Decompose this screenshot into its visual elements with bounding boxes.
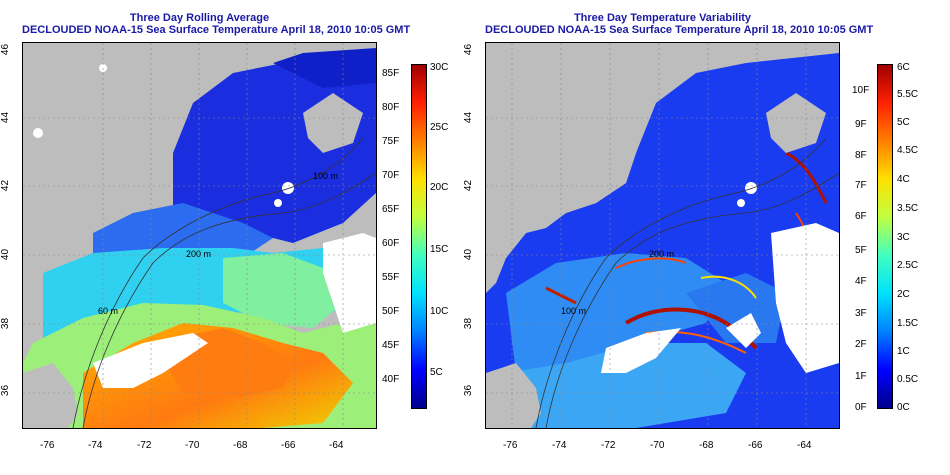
lat-tick: 42 [0,179,12,192]
colorbar-label: 9F [855,119,867,130]
lat-tick: 38 [463,317,475,330]
contour-label-200m: 200 m [186,249,212,259]
colorbar-label: 0.5C [897,374,919,385]
colorbar-label: 15C [430,244,449,255]
sst-variability-map[interactable]: 200 m 100 m [485,42,840,429]
lat-tick: 36 [0,384,12,397]
colorbar-label: 20C [430,182,449,193]
lat-tick: 46 [0,43,12,56]
colorbar-label: 45F [382,340,400,351]
colorbar-label: 80F [382,102,400,113]
lat-tick: 42 [463,179,475,192]
colorbar-label: 70F [382,170,400,181]
colorbar-label: 5C [430,367,443,378]
colorbar-label: 6F [855,211,867,222]
colorbar-label: 3F [855,308,867,319]
colorbar-label: 40F [382,374,400,385]
contour-label-200m: 200 m [649,249,675,259]
colorbar-label: 4.5C [897,145,919,156]
left-map-subtitle: DECLOUDED NOAA-15 Sea Surface Temperatur… [22,24,411,36]
colorbar-label: 7F [855,180,867,191]
colorbar-label: 3.5C [897,203,919,214]
lon-tick: -64 [797,440,812,451]
lon-tick: -68 [699,440,714,451]
sst-average-map-image [23,43,376,428]
sst-variability-map-image [486,43,839,428]
lon-tick: -64 [329,440,344,451]
colorbar-label: 5F [855,245,867,256]
colorbar-label: 10C [430,306,449,317]
lon-tick: -66 [748,440,763,451]
colorbar-label: 25C [430,122,449,133]
lat-tick: 38 [0,317,12,330]
colorbar-label: 1F [855,371,867,382]
lat-tick: 44 [463,111,475,124]
lat-tick: 40 [0,248,12,261]
colorbar-label: 1.5C [897,318,919,329]
lat-tick: 46 [463,43,475,56]
contour-label-100m: 100 m [561,306,587,316]
contour-label-60m: 60 m [98,306,119,316]
right-map-title: Three Day Temperature Variability [573,12,752,24]
lat-tick: 44 [0,111,12,124]
sst-average-map[interactable]: 200 m 100 m 60 m [22,42,377,429]
lat-tick: 40 [463,248,475,261]
lon-tick: -76 [503,440,518,451]
colorbar-label: 30C [430,62,449,73]
lon-tick: -72 [601,440,616,451]
colorbar-label: 10F [852,85,870,96]
colorbar-label: 5.5C [897,89,919,100]
colorbar-label: 0F [855,402,867,413]
lon-tick: -68 [233,440,248,451]
variability-colorbar [877,64,893,409]
colorbar-label: 50F [382,306,400,317]
lon-tick: -76 [40,440,55,451]
lon-tick: -74 [88,440,103,451]
colorbar-label: 4F [855,276,867,287]
colorbar-label: 2.5C [897,260,919,271]
colorbar-label: 2F [855,339,867,350]
colorbar-label: 85F [382,68,400,79]
colorbar-label: 6C [897,62,910,73]
left-map-title: Three Day Rolling Average [129,12,270,24]
colorbar-label: 75F [382,136,400,147]
sst-colorbar [411,64,427,409]
colorbar-label: 5C [897,117,910,128]
lat-tick: 36 [463,384,475,397]
contour-label-100m: 100 m [313,171,339,181]
colorbar-label: 55F [382,272,400,283]
colorbar-label: 1C [897,346,910,357]
colorbar-label: 65F [382,204,400,215]
colorbar-label: 4C [897,174,910,185]
lon-tick: -74 [552,440,567,451]
colorbar-label: 8F [855,150,867,161]
lon-tick: -72 [137,440,152,451]
colorbar-label: 60F [382,238,400,249]
colorbar-label: 0C [897,402,910,413]
lon-tick: -66 [281,440,296,451]
lon-tick: -70 [185,440,200,451]
colorbar-label: 2C [897,289,910,300]
colorbar-label: 3C [897,232,910,243]
right-map-subtitle: DECLOUDED NOAA-15 Sea Surface Temperatur… [485,24,874,36]
lon-tick: -70 [650,440,665,451]
